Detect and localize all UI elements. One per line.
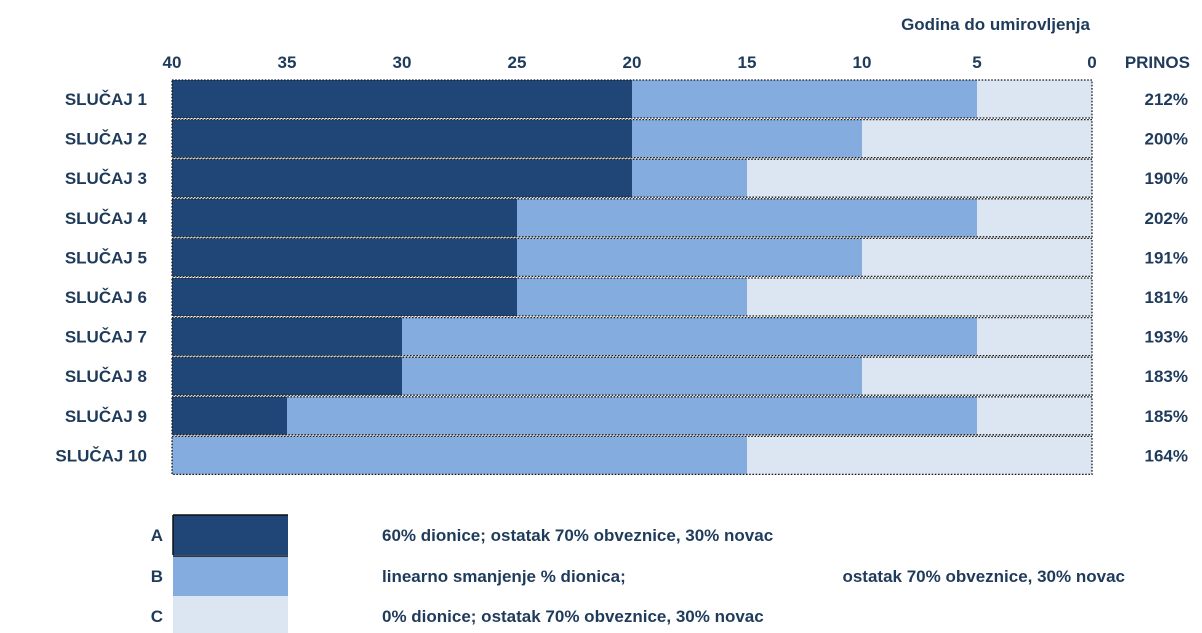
case-row: SLUČAJ 6 181% (65, 277, 1188, 317)
row-frame (171, 79, 1093, 119)
bar-segment-b (172, 436, 747, 475)
case-label: SLUČAJ 4 (65, 209, 148, 228)
case-label: SLUČAJ 2 (65, 130, 147, 149)
bar-segment-a (172, 278, 517, 316)
case-return: 183% (1145, 367, 1188, 386)
case-return: 212% (1145, 90, 1188, 109)
case-row: SLUČAJ 4 202% (65, 198, 1188, 238)
legend-item: A 60% dionice; ostatak 70% obveznice, 30%… (151, 515, 773, 555)
x-tick-label: 5 (972, 53, 981, 72)
x-axis-title: Godina do umirovljenja (901, 15, 1090, 34)
x-tick-labels: 40 35 30 25 20 15 10 5 0 (163, 53, 1097, 72)
case-label: SLUČAJ 6 (65, 288, 147, 307)
row-frame (171, 396, 1093, 436)
row-frame (171, 435, 1093, 476)
row-frame (171, 118, 1093, 159)
case-rows: SLUČAJ 1 212%SLUČAJ 2 200%SLUČAJ 3 190%SLUČ… (55, 79, 1188, 476)
bar-segment-b (287, 396, 977, 435)
bar-segment-b (517, 238, 862, 277)
case-label: SLUČAJ 8 (65, 367, 147, 386)
legend-key: C (151, 607, 163, 626)
bar-segment-b (517, 278, 747, 316)
bar-segment-b (517, 198, 977, 237)
row-frame (171, 277, 1093, 317)
legend-description: linearno smanjenje % dionica; (382, 567, 626, 586)
bar-segment-c (977, 198, 1092, 237)
x-tick-label: 40 (163, 53, 182, 72)
case-return: 164% (1145, 446, 1188, 465)
legend-swatch (173, 596, 288, 633)
case-label: SLUČAJ 3 (65, 169, 147, 188)
bar-segment-b (402, 357, 862, 396)
bar-segment-a (172, 357, 402, 396)
case-return: 190% (1145, 169, 1188, 188)
case-label: SLUČAJ 5 (65, 248, 147, 267)
bar-segment-b (632, 159, 747, 198)
case-row: SLUČAJ 8 183% (65, 356, 1188, 396)
x-tick-label: 25 (508, 53, 527, 72)
legend-key: A (151, 526, 163, 545)
legend-item: C 0% dionice; ostatak 70% obveznice, 30% … (151, 596, 764, 633)
legend-swatch (173, 556, 288, 596)
case-label: SLUČAJ 1 (65, 90, 147, 109)
case-row: SLUČAJ 3 190% (65, 158, 1188, 198)
bar-segment-c (977, 396, 1092, 435)
bar-segment-c (862, 238, 1092, 277)
x-tick-label: 30 (393, 53, 412, 72)
x-tick-label: 35 (278, 53, 297, 72)
legend-description: 60% dionice; ostatak 70% obveznice, 30% … (382, 526, 773, 545)
row-frame (171, 356, 1093, 396)
return-header: PRINOS (1125, 53, 1190, 72)
x-tick-label: 20 (623, 53, 642, 72)
case-return: 191% (1145, 248, 1188, 267)
case-return: 200% (1145, 130, 1188, 149)
bar-segment-a (172, 198, 517, 237)
x-tick-label: 0 (1087, 53, 1096, 72)
bar-segment-b (632, 119, 862, 158)
bar-segment-c (977, 80, 1092, 118)
bar-segment-b (632, 80, 977, 118)
case-row: SLUČAJ 10 164% (55, 435, 1188, 476)
legend-description-continued: ostatak 70% obveznice, 30% novac (842, 567, 1125, 586)
bar-segment-a (172, 159, 632, 198)
case-return: 193% (1145, 328, 1188, 347)
bar-segment-c (747, 159, 1092, 198)
case-row: SLUČAJ 2 200% (65, 118, 1188, 159)
bar-segment-b (402, 317, 977, 356)
case-row: SLUČAJ 5 191% (65, 237, 1188, 278)
bar-segment-c (977, 317, 1092, 356)
case-return: 202% (1145, 209, 1188, 228)
bar-segment-a (172, 396, 287, 435)
x-tick-label: 10 (853, 53, 872, 72)
bar-segment-a (172, 238, 517, 277)
legend: A 60% dionice; ostatak 70% obveznice, 30%… (151, 514, 1125, 633)
bar-segment-a (172, 317, 402, 356)
case-label: SLUČAJ 10 (55, 446, 147, 465)
bar-segment-c (862, 119, 1092, 158)
case-row: SLUČAJ 1 212% (65, 79, 1188, 119)
x-tick-label: 15 (738, 53, 757, 72)
case-label: SLUČAJ 9 (65, 407, 147, 426)
bar-segment-a (172, 80, 632, 118)
row-frame (171, 198, 1093, 238)
case-row: SLUČAJ 7 193% (65, 316, 1188, 357)
bar-segment-c (747, 278, 1092, 316)
case-return: 185% (1145, 407, 1188, 426)
case-return: 181% (1145, 288, 1188, 307)
row-frame (171, 158, 1093, 198)
case-label: SLUČAJ 7 (65, 328, 147, 347)
row-frame (171, 316, 1093, 357)
case-row: SLUČAJ 9 185% (65, 396, 1188, 436)
legend-swatch (173, 515, 288, 555)
row-frame (171, 237, 1093, 278)
bar-segment-c (862, 357, 1092, 396)
legend-description: 0% dionice; ostatak 70% obveznice, 30% n… (382, 607, 764, 626)
legend-key: B (151, 567, 163, 586)
bar-segment-c (747, 436, 1092, 475)
bar-segment-a (172, 119, 632, 158)
